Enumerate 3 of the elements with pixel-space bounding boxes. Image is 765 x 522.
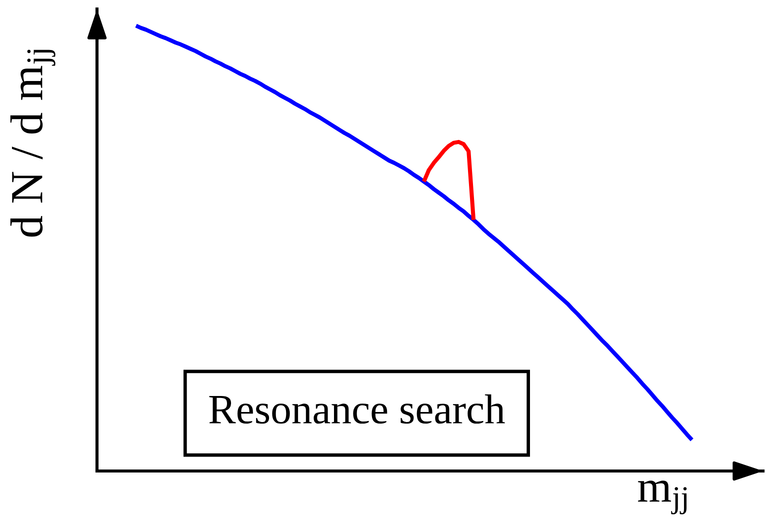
x-axis-title: m$_{jj}$: [638, 480, 687, 514]
annotation: Resonance search: [209, 394, 505, 424]
y-axis-title: d N / d m$_{jj}$: [10, 50, 56, 237]
